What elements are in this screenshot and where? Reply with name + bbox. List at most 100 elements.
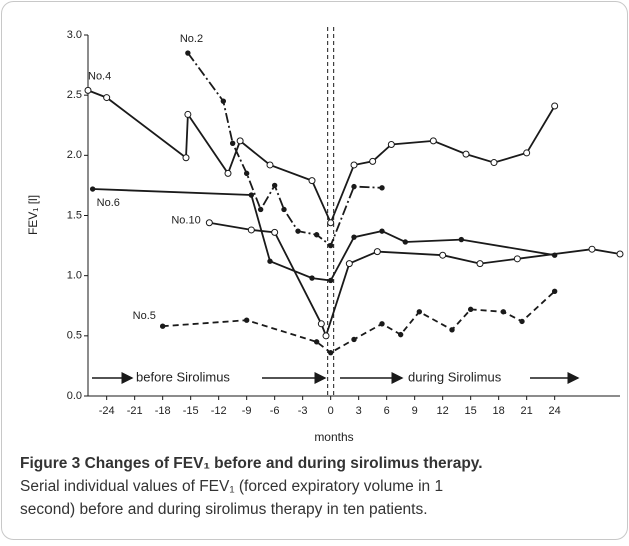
data-point: [267, 258, 273, 264]
y-axis-label: FEV₁ [l]: [26, 195, 40, 235]
data-point: [416, 309, 423, 315]
data-point: [271, 228, 279, 236]
annotation: before Sirolimus: [136, 369, 230, 384]
data-point: [513, 255, 521, 263]
x-tick-label: -9: [242, 405, 252, 417]
x-tick-label: -12: [211, 405, 227, 417]
x-tick-label: 3: [356, 405, 362, 417]
data-point: [351, 183, 357, 190]
x-tick-label: 0: [328, 405, 334, 417]
data-point: [247, 226, 255, 234]
data-point: [373, 248, 381, 256]
data-point: [379, 321, 385, 327]
data-point: [351, 234, 357, 240]
x-tick-label: -24: [99, 405, 115, 417]
data-point: [257, 206, 264, 213]
x-tick-label: 6: [384, 405, 390, 417]
data-point: [89, 186, 96, 192]
data-point: [281, 206, 287, 213]
x-tick-label: 24: [549, 405, 561, 417]
data-point: [243, 317, 250, 323]
y-tick-label: 1.0: [67, 270, 82, 282]
y-tick-label: 1.5: [67, 209, 82, 221]
y-tick-label: 0.5: [67, 330, 82, 342]
data-point: [350, 161, 358, 169]
series-line: [187, 52, 383, 248]
data-point: [313, 232, 320, 238]
data-point: [616, 250, 624, 258]
y-tick-label: 0.0: [67, 390, 82, 402]
data-point: [271, 182, 278, 189]
data-point: [317, 320, 325, 328]
data-point: [379, 228, 385, 234]
data-point: [205, 219, 213, 227]
data-point: [229, 140, 236, 147]
caption-title: Figure 3 Changes of FEV₁ before and duri…: [20, 455, 483, 472]
data-point: [369, 157, 377, 165]
data-point: [84, 86, 92, 94]
data-point: [313, 339, 320, 345]
series-line: [92, 188, 555, 282]
caption-line: second) before and during sirolimus ther…: [20, 501, 428, 518]
caption-line: Serial individual values of FEV₁ (forced…: [20, 478, 443, 495]
data-point: [490, 159, 498, 167]
x-tick-label: -15: [183, 405, 199, 417]
data-point: [523, 149, 531, 157]
data-point: [224, 169, 232, 177]
data-point: [458, 236, 465, 243]
series-label: No.6: [97, 197, 120, 209]
data-point: [551, 102, 559, 110]
data-point: [551, 288, 558, 295]
data-point: [429, 137, 437, 145]
data-point: [327, 349, 334, 356]
data-point: [309, 275, 315, 281]
data-point: [519, 318, 525, 325]
x-tick-label: -18: [155, 405, 171, 417]
data-point: [327, 242, 334, 249]
data-point: [308, 177, 316, 185]
data-point: [439, 251, 447, 259]
data-point: [397, 331, 404, 338]
y-tick-label: 2.5: [67, 89, 82, 101]
x-tick-label: 12: [437, 405, 449, 417]
data-point: [351, 336, 357, 343]
series-line: [162, 290, 556, 354]
data-point: [322, 332, 330, 340]
data-point: [243, 170, 250, 177]
x-tick-label: -6: [270, 405, 280, 417]
data-point: [402, 239, 409, 245]
data-point: [379, 185, 385, 191]
series-line: [209, 221, 621, 339]
series-line: [87, 89, 556, 226]
annotation: during Sirolimus: [408, 369, 502, 384]
x-axis-label: months: [314, 430, 353, 444]
data-point: [220, 98, 227, 104]
data-point: [103, 94, 111, 102]
x-tick-label: 21: [521, 405, 533, 417]
data-point: [345, 260, 353, 268]
x-tick-label: 15: [465, 405, 477, 417]
data-point: [449, 327, 455, 333]
data-point: [248, 192, 255, 198]
data-point: [295, 228, 301, 234]
series-label: No.5: [133, 310, 156, 322]
data-point: [185, 50, 191, 56]
series-label: No.2: [180, 33, 203, 45]
y-tick-label: 3.0: [67, 29, 82, 41]
x-tick-label: 9: [412, 405, 418, 417]
series-label: No.10: [171, 215, 200, 227]
x-tick-label: 18: [493, 405, 505, 417]
data-point: [266, 161, 274, 169]
series-label: No.4: [88, 70, 111, 82]
data-point: [500, 309, 507, 315]
y-tick-label: 2.0: [67, 149, 82, 161]
data-point: [387, 141, 395, 149]
data-point: [462, 150, 470, 158]
data-point: [467, 306, 474, 313]
data-point: [159, 323, 166, 329]
data-point: [184, 110, 192, 118]
data-point: [182, 154, 190, 162]
